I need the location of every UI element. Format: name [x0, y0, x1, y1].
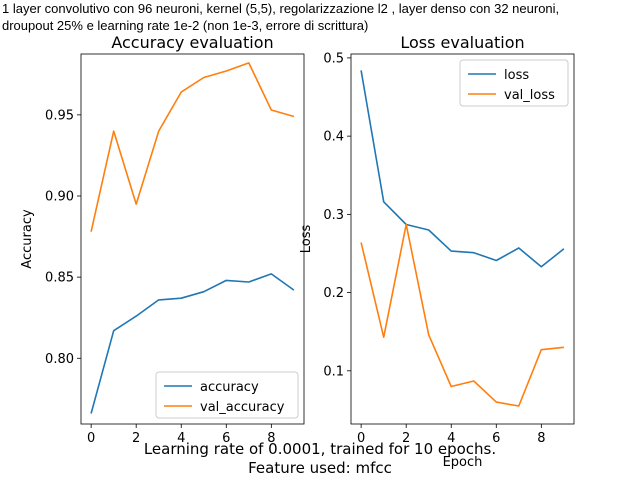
x-tick-label: 2 — [402, 431, 410, 446]
y-tick-label: 0.3 — [323, 208, 344, 223]
x-tick-label: 2 — [132, 431, 140, 446]
y-tick-label: 0.5 — [323, 51, 344, 66]
x-tick-label: 0 — [87, 431, 95, 446]
chart-title: Accuracy evaluation — [111, 33, 273, 52]
figure-caption: 1 layer convolutivo con 96 neuroni, kern… — [2, 0, 638, 34]
plot-frame — [80, 53, 305, 425]
legend-label-val_loss: val_loss — [504, 88, 555, 103]
x-axis-label: Epoch — [443, 455, 483, 470]
footer-line-1: Learning rate of 0.0001, trained for 10 … — [143, 440, 497, 458]
x-tick-label: 4 — [177, 431, 185, 446]
y-tick-label: 0.80 — [45, 352, 74, 367]
legend-label-val_accuracy: val_accuracy — [200, 400, 285, 415]
x-tick-label: 6 — [492, 431, 500, 446]
y-tick-label: 0.1 — [323, 364, 344, 379]
plot-frame — [350, 53, 575, 425]
y-axis-label: Accuracy — [20, 209, 35, 269]
y-tick-label: 0.90 — [45, 189, 74, 204]
x-tick-label: 0 — [357, 431, 365, 446]
footer-line-2: Feature used: mfcc — [248, 459, 392, 477]
y-tick-label: 0.4 — [323, 130, 344, 145]
chart-1: Accuracy evaluation 0.80 0.85 0.90 0.95 0 2 4 6 8… — [20, 33, 305, 446]
series-line-accuracy — [90, 273, 295, 414]
series-line-val_accuracy — [90, 62, 295, 232]
legend: accuracy val_accuracy — [155, 371, 299, 419]
y-tick-label: 0.85 — [45, 271, 74, 286]
x-tick-label: 4 — [447, 431, 455, 446]
caption-line-1: 1 layer convolutivo con 96 neuroni, kern… — [2, 1, 560, 16]
chart-2: Loss evaluation 0.1 0.2 0.3 0.4 0.5 0 2 4 6 8 Loss E… — [299, 33, 575, 470]
legend: loss val_loss — [459, 59, 569, 107]
series-line-val_loss — [360, 223, 564, 407]
y-tick-label: 0.2 — [323, 286, 344, 301]
caption-line-2: droupout 25% e learning rate 1e-2 (non 1… — [2, 18, 369, 33]
x-tick-label: 8 — [267, 431, 275, 446]
series-line-loss — [360, 70, 565, 268]
legend-label-accuracy: accuracy — [200, 380, 259, 395]
x-tick-label: 6 — [222, 431, 230, 446]
chart-title: Loss evaluation — [400, 33, 524, 52]
legend-label-loss: loss — [504, 68, 529, 83]
y-tick-label: 0.95 — [45, 108, 74, 123]
x-tick-label: 8 — [537, 431, 545, 446]
figure-footer: Learning rate of 0.0001, trained for 10 … — [0, 440, 640, 478]
y-axis-label: Loss — [299, 225, 314, 254]
